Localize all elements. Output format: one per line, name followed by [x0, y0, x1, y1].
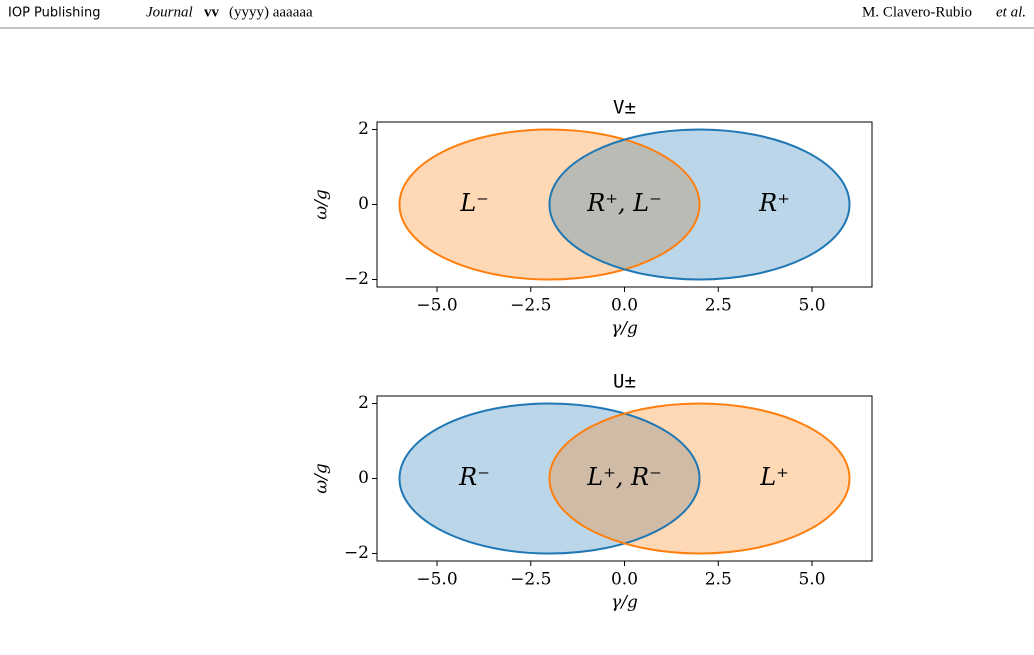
region-label: R⁺	[758, 189, 790, 217]
region-outline	[398, 128, 701, 281]
x-tick-label: 2.5	[705, 296, 732, 316]
x-tick-label: 5.0	[798, 296, 825, 316]
x-tick-label: −5.0	[416, 296, 457, 316]
volume: vv	[204, 4, 220, 20]
region-label: R⁺, L⁻	[586, 189, 662, 217]
region-outline	[548, 128, 851, 281]
region-outline	[548, 402, 851, 555]
authors: M. Clavero-Rubio	[862, 4, 972, 20]
y-tick-label: 2	[358, 393, 369, 413]
x-tick-label: 0.0	[611, 296, 638, 316]
y-tick-label: 0	[358, 468, 369, 488]
y-axis-label: ω/g	[312, 463, 332, 494]
region-label: L⁺	[759, 463, 789, 491]
y-tick-label: −2	[344, 269, 369, 289]
year-article: (yyyy) aaaaaa	[229, 4, 313, 20]
y-axis-label: ω/g	[312, 189, 332, 220]
x-tick-label: −2.5	[510, 570, 551, 590]
y-tick-label: 0	[358, 194, 369, 214]
region-label: L⁺, R⁻	[586, 463, 662, 491]
chart-title: V±	[613, 97, 636, 119]
y-tick-label: 2	[358, 119, 369, 139]
chart-title: U±	[613, 371, 636, 393]
x-axis-label: γ/g	[611, 593, 638, 613]
region-label: R⁻	[458, 463, 490, 491]
region-label: L⁻	[459, 189, 489, 217]
et-al: et al.	[996, 4, 1026, 20]
journal: Journal	[146, 4, 193, 20]
region-outline	[398, 402, 701, 555]
publisher: IOP Publishing	[8, 6, 100, 21]
x-tick-label: −2.5	[510, 296, 551, 316]
x-tick-label: −5.0	[416, 570, 457, 590]
x-tick-label: 2.5	[705, 570, 732, 590]
x-tick-label: 5.0	[798, 570, 825, 590]
x-axis-label: γ/g	[611, 319, 638, 339]
y-tick-label: −2	[344, 543, 369, 563]
x-tick-label: 0.0	[611, 570, 638, 590]
